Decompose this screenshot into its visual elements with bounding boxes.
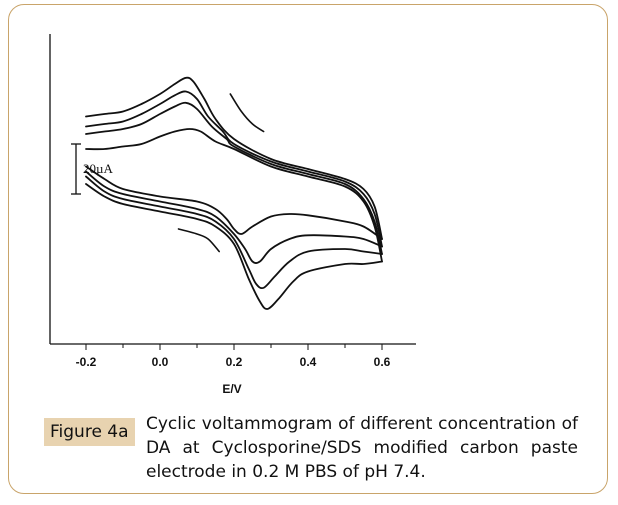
x-tick-label: 0.4 <box>300 355 317 369</box>
x-axis-title: E/V <box>222 382 241 396</box>
cv-curve-4-anodic <box>85 128 383 263</box>
cv-curve-2-cathodic <box>85 170 383 264</box>
cv-curve-3-cathodic <box>85 175 383 290</box>
cv-curve-fragment <box>177 228 220 253</box>
cv-curve-2-anodic <box>85 90 383 248</box>
cv-curve-1-cathodic <box>85 165 383 240</box>
current-scale-bar: 20µA <box>71 143 113 195</box>
plot-axes <box>49 34 416 350</box>
scale-bar-label: 20µA <box>83 161 113 176</box>
cv-curve-fragment <box>229 93 265 133</box>
cv-curve-4-cathodic <box>85 183 383 310</box>
cv-curve-1-anodic <box>85 76 383 240</box>
voltammogram-curves <box>85 76 383 310</box>
cv-curve-3-anodic <box>85 101 383 255</box>
cyclic-voltammogram-chart: -0.2 0.0 0.2 0.4 0.6 20µA E/V <box>49 34 416 396</box>
x-tick-label: 0.2 <box>226 355 243 369</box>
x-tick-labels: -0.2 0.0 0.2 0.4 0.6 <box>76 355 391 369</box>
figure-frame <box>8 4 608 494</box>
x-tick-label: 0.0 <box>152 355 169 369</box>
x-tick-label: 0.6 <box>374 355 391 369</box>
figure-label: Figure 4a <box>44 418 135 446</box>
caption-text: Cyclic voltammogram of different concent… <box>146 414 578 482</box>
x-tick-label: -0.2 <box>76 355 97 369</box>
